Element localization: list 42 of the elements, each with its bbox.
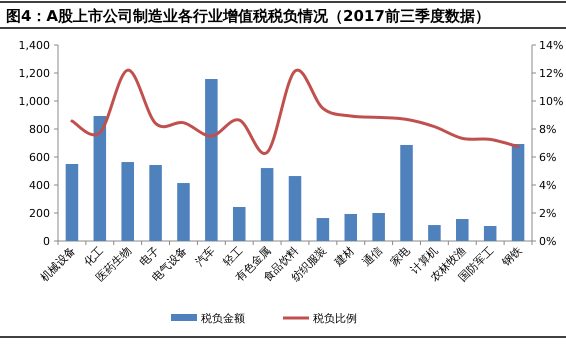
bar [121,162,134,241]
x-tick-label: 通信 [360,244,385,269]
bar [177,183,190,241]
chart-title: 图4：A股上市公司制造业各行业增值税税负情况（2017前三季度数据） [6,7,490,25]
bar [149,164,162,241]
bar [260,168,274,241]
bar [428,225,441,241]
bar [372,213,385,241]
y-tick-label: 400 [29,179,50,192]
y-tick-label: 200 [29,207,50,220]
bar [512,144,524,241]
bar [94,116,106,241]
x-tick-label: 钢铁 [498,244,524,270]
line-series [70,68,520,154]
bar [232,206,246,241]
y2-tick-label: 12% [539,67,564,80]
x-tick-label: 建材 [331,244,357,270]
y2-tick-label: 0% [539,235,556,248]
y-tick-label: 1,200 [18,67,50,80]
x-tick-label: 轻工 [220,244,246,269]
y-tick-label: 1,000 [18,95,50,108]
x-tick-label: 汽车 [192,244,218,269]
bar [400,144,413,241]
bar [316,218,330,241]
y2-tick-label: 2% [539,207,556,220]
y2-tick-label: 14% [539,39,564,52]
y-tick-label: 800 [29,123,50,136]
y2-tick-label: 6% [539,151,556,164]
y2-tick-label: 10% [539,95,564,108]
y2-tick-label: 8% [539,123,556,136]
bar [288,176,302,241]
bar [456,219,469,241]
bar [484,226,496,241]
y-tick-label: 600 [29,151,50,164]
legend-label: 税负比例 [313,312,357,325]
bar [344,214,358,241]
y-tick-label: 1,400 [18,39,50,52]
y2-tick-label: 4% [539,179,556,192]
legend-label: 税负金额 [201,312,245,325]
bar [205,79,218,241]
bar [66,164,78,241]
x-tick-label: 家电 [388,244,413,269]
